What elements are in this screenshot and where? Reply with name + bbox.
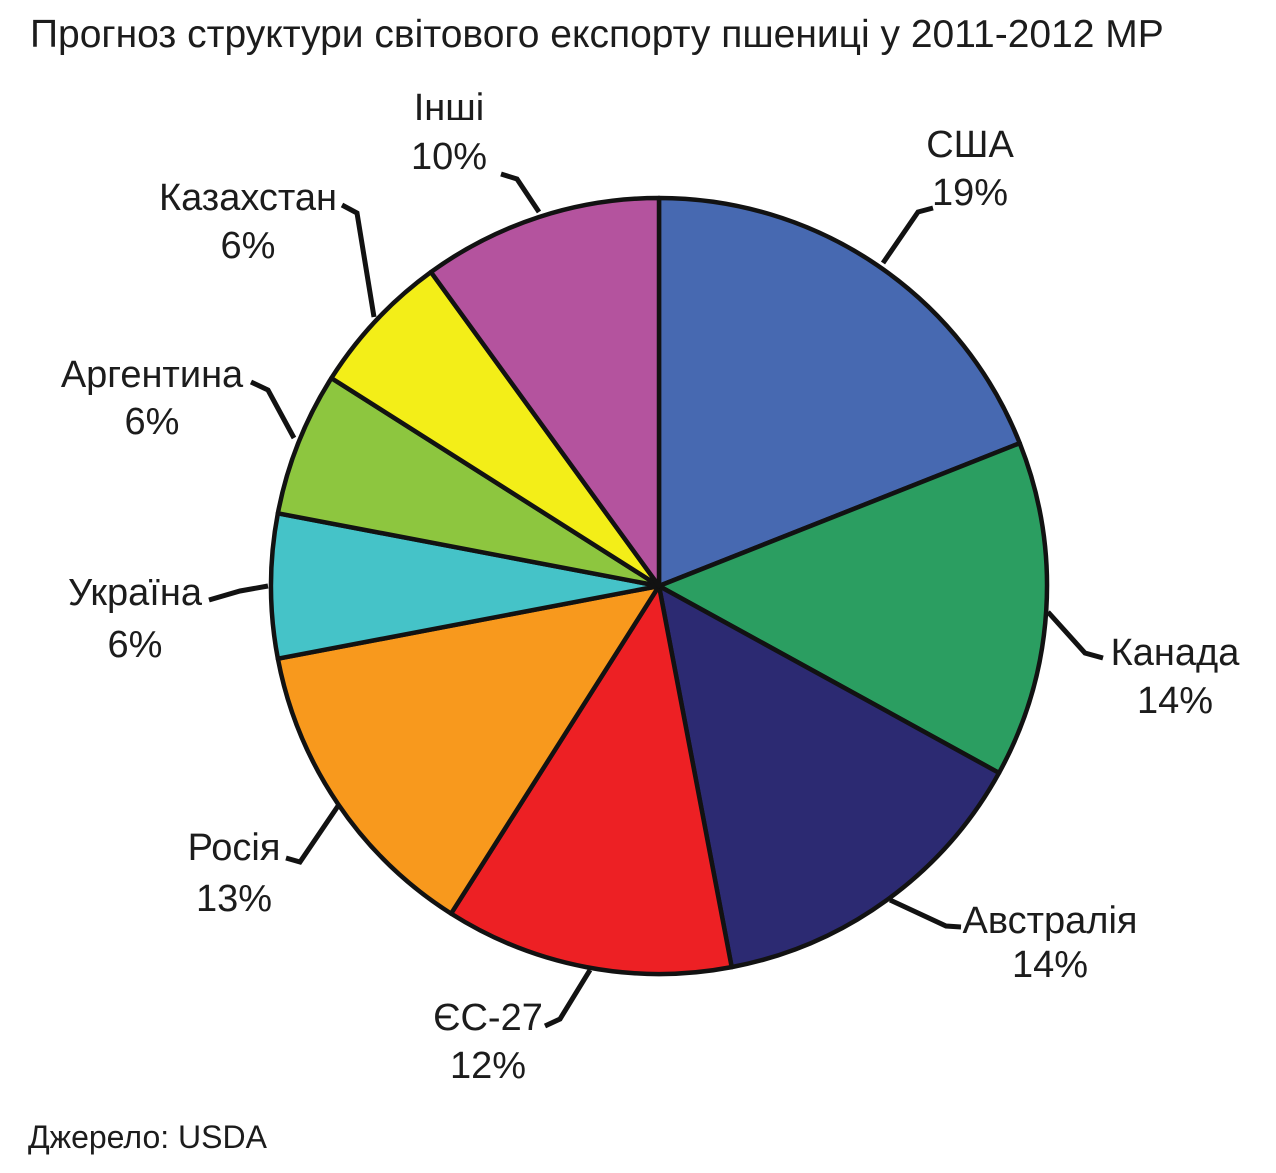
segment-percent-4: 12% [450, 1045, 526, 1087]
segment-percent-2: 14% [1137, 680, 1213, 722]
segment-label-2: Канада [1111, 632, 1241, 674]
leader-line-7 [249, 379, 297, 440]
chart-title: Прогноз структури світового експорту пше… [30, 13, 1164, 56]
pie-slice-9 [428, 195, 662, 589]
leader-line-3 [888, 897, 962, 930]
segment-percent-9: 10% [411, 136, 487, 178]
segment-label-6: Україна [68, 572, 203, 614]
segment-percent-1: 19% [932, 172, 1008, 214]
pie-slice-2 [656, 440, 1050, 776]
leader-line-4 [543, 968, 593, 1029]
leader-line-2 [1046, 610, 1104, 661]
pie-slice-7 [275, 375, 662, 589]
pie-slice-1 [656, 195, 1022, 589]
segment-percent-5: 13% [196, 878, 272, 920]
segment-label-4: ЄС-27 [433, 997, 543, 1039]
pie-slice-5 [275, 583, 662, 916]
leader-line-8 [340, 202, 377, 318]
pie-slice-8 [329, 269, 662, 589]
segment-label-7: Аргентина [61, 354, 244, 396]
pie-slice-6 [268, 511, 662, 661]
segment-percent-7: 6% [125, 401, 180, 443]
segment-percent-8: 6% [221, 225, 276, 267]
segment-label-3: Австралія [963, 900, 1138, 942]
segment-label-9: Інші [414, 87, 484, 129]
leader-line-6 [208, 583, 269, 603]
segment-label-1: США [926, 124, 1014, 166]
segment-label-5: Росія [188, 827, 281, 869]
source-note: Джерело: USDA [28, 1119, 267, 1155]
pie-slice-3 [656, 583, 1002, 970]
leader-line-9 [500, 171, 542, 214]
leader-line-5 [285, 804, 341, 865]
pie-slice-4 [448, 583, 734, 977]
leader-line-1 [880, 205, 934, 265]
segment-percent-6: 6% [108, 624, 163, 666]
segment-percent-3: 14% [1012, 944, 1088, 986]
segment-label-8: Казахстан [159, 177, 337, 219]
